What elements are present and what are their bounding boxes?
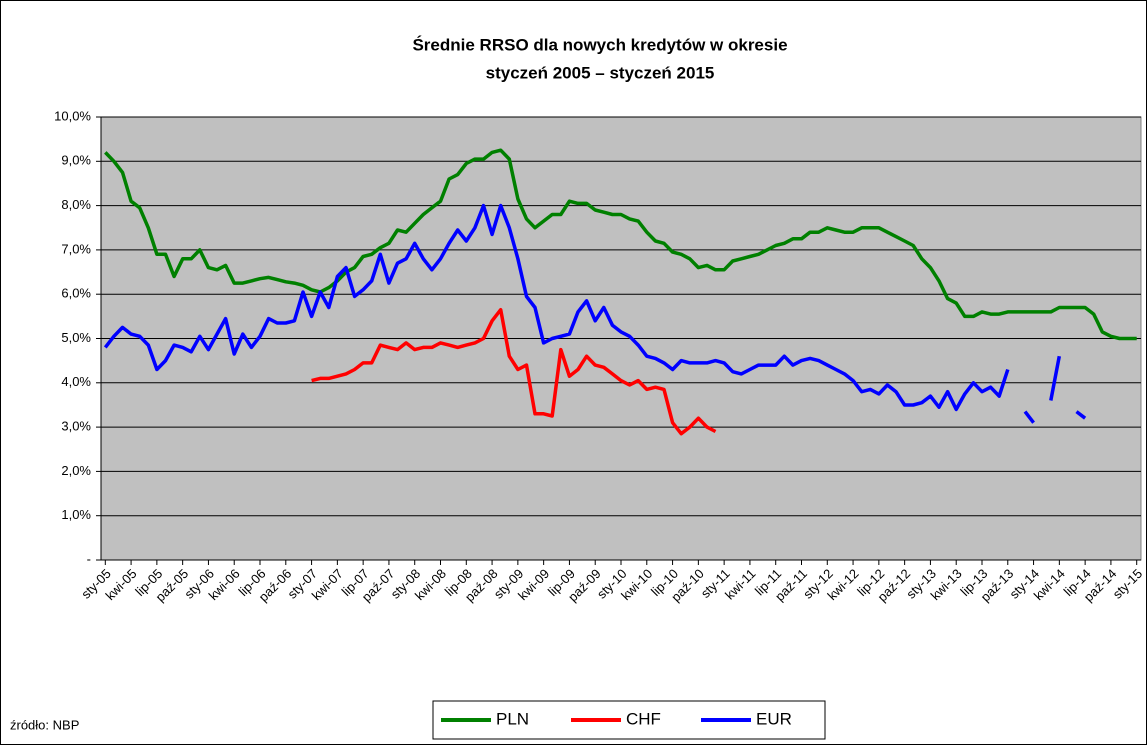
y-tick-label: 3,0% xyxy=(61,419,91,434)
legend: PLN CHF EUR xyxy=(432,700,826,740)
y-tick-label: 6,0% xyxy=(61,286,91,301)
y-tick-label: 9,0% xyxy=(61,153,91,168)
legend-label: EUR xyxy=(756,709,792,728)
series-line xyxy=(104,148,1137,341)
series-line xyxy=(103,203,1087,424)
y-tick-label: 5,0% xyxy=(61,330,91,345)
y-tick-label: 7,0% xyxy=(61,241,91,256)
y-tick-label: 10,0% xyxy=(54,108,91,123)
chart-title: Średnie RRSO dla nowych kredytów w okres… xyxy=(412,35,787,54)
legend-label: CHF xyxy=(626,709,661,728)
legend-box xyxy=(432,700,826,740)
series-line xyxy=(311,307,717,436)
source-note: źródło: NBP xyxy=(10,717,79,732)
y-tick-label: 2,0% xyxy=(61,463,91,478)
y-tick-label: 8,0% xyxy=(61,197,91,212)
y-tick-label: 4,0% xyxy=(61,374,91,389)
y-tick-label: 1,0% xyxy=(61,507,91,522)
y-tick-label: - xyxy=(87,551,91,566)
legend-label: PLN xyxy=(496,709,529,728)
chart-subtitle: styczeń 2005 – styczeń 2015 xyxy=(486,63,715,82)
